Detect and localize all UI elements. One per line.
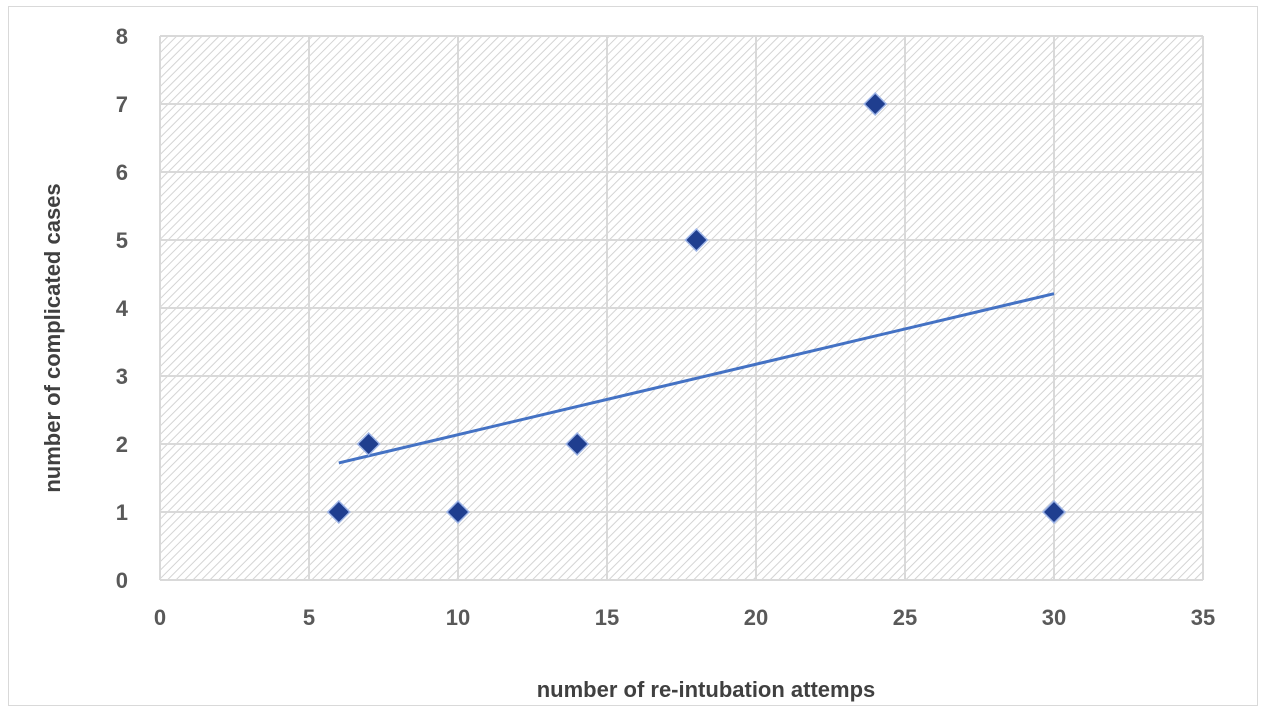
data-point	[684, 227, 709, 253]
y-tick-label: 3	[116, 364, 128, 389]
x-tick-label: 5	[303, 605, 315, 630]
y-tick-label: 6	[116, 160, 128, 185]
x-tick-label: 35	[1191, 605, 1215, 630]
data-point	[326, 499, 351, 525]
y-tick-label: 0	[116, 568, 128, 593]
data-point	[565, 431, 590, 457]
x-tick-labels: 0 5 10 15 20 25 30 35	[154, 605, 1215, 630]
y-tick-label: 2	[116, 432, 128, 457]
trendline	[338, 292, 1055, 465]
data-point	[863, 91, 888, 117]
y-tick-labels: 0 1 2 3 4 5 6 7 8	[116, 24, 129, 593]
data-point	[445, 499, 471, 525]
x-tick-label: 25	[893, 605, 917, 630]
x-tick-label: 15	[595, 605, 619, 630]
x-tick-label: 0	[154, 605, 166, 630]
y-tick-label: 4	[116, 296, 129, 321]
y-tick-label: 1	[116, 500, 128, 525]
data-points	[326, 91, 1067, 525]
x-tick-label: 10	[446, 605, 470, 630]
data-point	[356, 431, 381, 457]
y-tick-label: 8	[116, 24, 128, 49]
x-axis-title: number of re-intubation attemps	[537, 677, 876, 702]
y-axis-title: number of complicated cases	[40, 183, 65, 492]
x-tick-label: 30	[1042, 605, 1066, 630]
y-tick-label: 5	[116, 228, 128, 253]
x-tick-label: 20	[744, 605, 768, 630]
data-point	[1041, 499, 1067, 525]
y-tick-label: 7	[116, 92, 128, 117]
